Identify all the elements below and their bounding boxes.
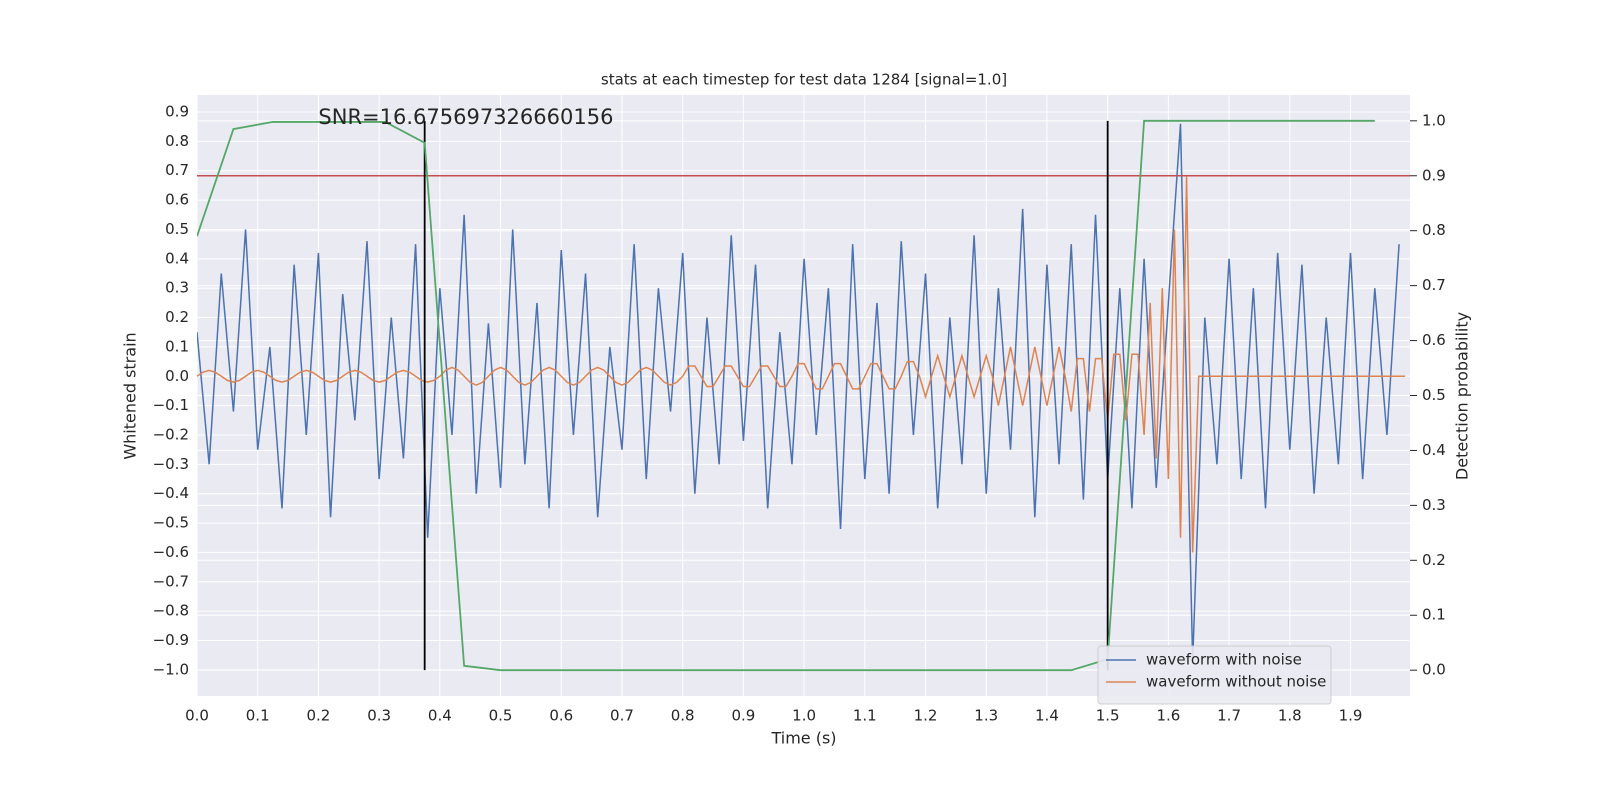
- x-tick-label: 1.4: [1035, 707, 1059, 725]
- x-tick-label: 0.3: [367, 707, 391, 725]
- y-tick-label: 0.5: [165, 220, 189, 238]
- y-axis-label: Whitened strain: [121, 332, 140, 459]
- series-line: [197, 119, 1375, 672]
- y-tick-label: −0.3: [153, 455, 189, 473]
- y2-tick-label: 0.5: [1422, 386, 1446, 404]
- x-tick-label: 1.6: [1156, 707, 1180, 725]
- y-tick-label: 0.3: [165, 279, 189, 297]
- y2-tick-label: 0.2: [1422, 551, 1446, 569]
- y-tick-label: 0.1: [165, 337, 189, 355]
- x-tick-label: 0.4: [428, 707, 452, 725]
- legend-label: waveform with noise: [1146, 651, 1302, 669]
- annotation: SNR=16.675697326660156: [318, 105, 613, 129]
- x-tick-label: 1.7: [1217, 707, 1241, 725]
- legend-label: waveform without noise: [1146, 673, 1326, 691]
- x-tick-label: 1.1: [853, 707, 877, 725]
- x-tick-label: 1.0: [792, 707, 816, 725]
- series-line: [197, 176, 1406, 553]
- chart-title: stats at each timestep for test data 128…: [601, 71, 1007, 89]
- x-tick-label: 0.7: [610, 707, 634, 725]
- y-tick-label: 0.7: [165, 161, 189, 179]
- y-tick-label: 0.6: [165, 191, 189, 209]
- x-tick-label: 0.5: [489, 707, 513, 725]
- y2-tick-label: 0.8: [1422, 221, 1446, 239]
- x-tick-label: 1.9: [1339, 707, 1363, 725]
- y2-tick-label: 0.7: [1422, 276, 1446, 294]
- y-tick-label: −0.7: [153, 572, 189, 590]
- y2-tick-label: 0.0: [1422, 661, 1446, 679]
- x-tick-label: 0.0: [185, 707, 209, 725]
- x-tick-label: 1.3: [974, 707, 998, 725]
- y-tick-label: −0.1: [153, 396, 189, 414]
- y2-tick-label: 1.0: [1422, 111, 1446, 129]
- legend-box: [1097, 645, 1332, 705]
- x-tick-label: 0.9: [731, 707, 755, 725]
- y-tick-label: 0.2: [165, 308, 189, 326]
- y-tick-label: 0.9: [165, 103, 189, 121]
- x-tick-label: 1.8: [1278, 707, 1302, 725]
- y-tick-label: −0.6: [153, 543, 189, 561]
- x-tick-label: 1.5: [1096, 707, 1120, 725]
- y2-axis-label: Detection probability: [1453, 312, 1472, 480]
- y2-tick-label: 0.9: [1422, 166, 1446, 184]
- y2-tick-label: 0.1: [1422, 606, 1446, 624]
- y2-tick-label: 0.6: [1422, 331, 1446, 349]
- y-tick-label: −0.5: [153, 514, 189, 532]
- y-tick-label: −0.8: [153, 602, 189, 620]
- x-axis-label: Time (s): [770, 729, 836, 748]
- x-tick-label: 0.1: [246, 707, 270, 725]
- x-tick-label: 0.8: [671, 707, 695, 725]
- y-tick-label: 0.4: [165, 249, 189, 267]
- y-tick-label: −0.9: [153, 631, 189, 649]
- y-tick-label: −0.4: [153, 484, 189, 502]
- y-tick-label: −1.0: [153, 660, 189, 678]
- y-tick-label: 0.0: [165, 367, 189, 385]
- x-tick-label: 0.2: [306, 707, 330, 725]
- x-tick-label: 1.2: [914, 707, 938, 725]
- y2-tick-label: 0.4: [1422, 441, 1446, 459]
- x-tick-label: 0.6: [549, 707, 573, 725]
- y-tick-label: −0.2: [153, 425, 189, 443]
- y2-tick-label: 0.3: [1422, 496, 1446, 514]
- series-line: [197, 123, 1400, 662]
- y-tick-label: 0.8: [165, 132, 189, 150]
